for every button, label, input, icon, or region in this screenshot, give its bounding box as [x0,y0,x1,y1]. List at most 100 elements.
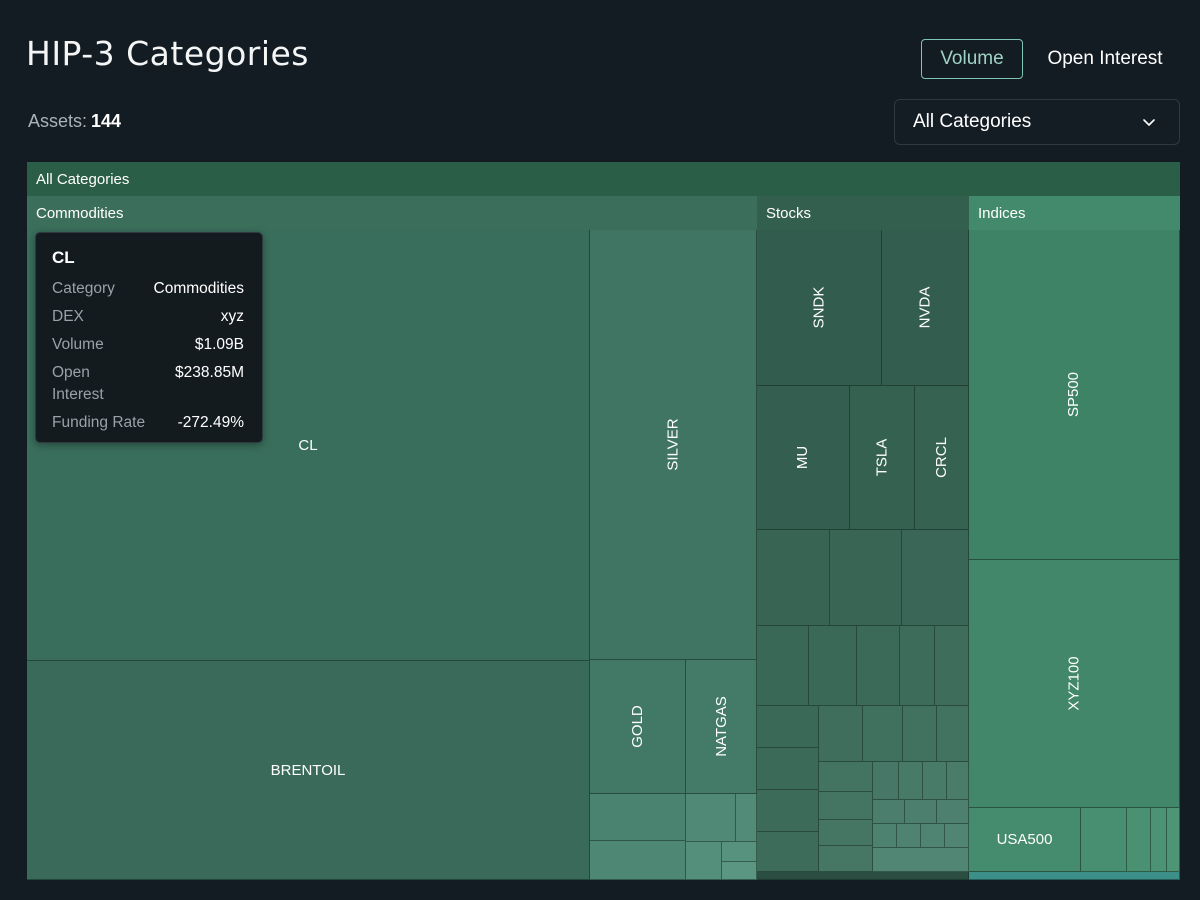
treemap-cell-small[interactable] [873,800,905,824]
category-select[interactable]: All Categories [894,99,1180,145]
treemap-root-header[interactable]: All Categories [27,162,1180,196]
treemap-cell-small[interactable] [921,824,945,848]
cell-label-gold: GOLD [628,705,646,748]
treemap-cell-small[interactable] [819,792,873,820]
cell-label-tsla: TSLA [873,438,891,477]
treemap-cell-small[interactable] [686,842,722,880]
treemap-cell-small[interactable] [935,626,969,706]
treemap-cell-small[interactable] [1151,808,1167,872]
cell-label-sndk: SNDK [810,286,828,329]
treemap-cell-xyz100[interactable]: XYZ100 [969,560,1180,808]
treemap-cell-small[interactable] [722,862,757,880]
cell-label-usa500: USA500 [996,831,1053,848]
treemap-cell-small[interactable] [590,794,686,841]
cell-label-cl: CL [298,436,318,454]
tooltip-value: Commodities [153,280,244,297]
open-interest-toggle-button[interactable]: Open Interest [1047,48,1163,69]
tooltip-value: xyz [220,308,244,325]
tooltip-key: DEX [52,308,84,325]
treemap-cell-small[interactable] [819,820,873,846]
treemap-cell-small[interactable] [1081,808,1127,872]
tooltip-row-funding-rate: Funding Rate -272.49% [52,412,244,434]
tooltip-value: -272.49% [177,414,244,431]
treemap-cell-small[interactable] [937,800,969,824]
cell-tooltip: CL Category Commodities DEX xyz Volume $… [35,232,263,443]
treemap-cell-usa500[interactable]: USA500 [969,808,1081,872]
chevron-down-icon [1143,119,1155,126]
treemap-cell-small[interactable] [969,872,1180,880]
tooltip-key: Funding Rate [52,414,146,431]
treemap-cell-nvda[interactable]: NVDA [882,230,969,386]
assets-value: 144 [91,111,122,131]
treemap-cell-sp500[interactable]: SP500 [969,230,1180,560]
treemap-cell-small[interactable] [686,794,736,842]
treemap-cell-small[interactable] [1167,808,1180,872]
tooltip-row-dex: DEX xyz [52,306,244,328]
treemap-cell-small[interactable] [1127,808,1151,872]
treemap-cell-small[interactable] [857,626,900,706]
treemap-cell-small[interactable] [905,800,937,824]
group-header-commodities[interactable]: Commodities [27,196,757,230]
cell-label-silver: SILVER [664,418,682,471]
treemap-cell-small[interactable] [873,762,899,800]
treemap-cell-small[interactable] [757,626,809,706]
treemap-cell-small[interactable] [830,530,902,626]
group-header-indices[interactable]: Indices [969,196,1180,230]
treemap-cell-small[interactable] [819,846,873,872]
tooltip-row-open-interest: Open Interest $238.85M [52,362,244,406]
tooltip-row-volume: Volume $1.09B [52,334,244,356]
treemap-cell-tsla[interactable]: TSLA [850,386,915,530]
tooltip-key: Open Interest [52,364,104,403]
treemap-cell-silver[interactable]: SILVER [590,230,757,660]
treemap-cell-brentoil[interactable]: BRENTOIL [27,661,590,880]
treemap-cell-small[interactable] [757,790,819,832]
treemap-cell-natgas[interactable]: NATGAS [686,660,757,794]
treemap-cell-small[interactable] [819,762,873,792]
treemap-cell-small[interactable] [899,762,923,800]
treemap-cell-small[interactable] [863,706,903,762]
tooltip-value: $1.09B [194,336,244,353]
treemap-cell-gold[interactable]: GOLD [590,660,686,794]
tooltip-title: CL [52,248,75,267]
category-select-value: All Categories [913,111,1032,132]
treemap-cell-small[interactable] [757,872,969,880]
treemap-cell-small[interactable] [937,706,969,762]
treemap-cell-small[interactable] [757,706,819,748]
treemap-cell-small[interactable] [903,706,937,762]
page-title: HIP-3 Categories [26,34,309,73]
treemap-cell-small[interactable] [947,762,969,800]
treemap-cell-small[interactable] [873,824,897,848]
treemap-cell-small[interactable] [722,842,757,862]
volume-toggle-button[interactable]: Volume [921,39,1023,79]
treemap-cell-small[interactable] [945,824,969,848]
treemap-cell-small[interactable] [590,841,686,880]
cell-label-sp500: SP500 [1065,371,1083,418]
cell-label-crcl: CRCL [933,437,950,478]
cell-label-brentoil: BRENTOIL [270,761,346,779]
treemap-cell-small[interactable] [873,848,969,872]
treemap-cell-small[interactable] [923,762,947,800]
group-header-stocks[interactable]: Stocks [757,196,969,230]
tooltip-row-category: Category Commodities [52,278,244,300]
cell-label-natgas: NATGAS [712,696,730,757]
treemap-cell-small[interactable] [819,706,863,762]
assets-count: Assets: 144 [28,111,121,132]
treemap-cell-small[interactable] [736,794,757,842]
treemap-cell-small[interactable] [757,530,830,626]
tooltip-key: Volume [52,336,104,353]
treemap-cell-small[interactable] [757,832,819,872]
treemap-cell-small[interactable] [897,824,921,848]
cell-label-xyz100: XYZ100 [1065,656,1083,711]
treemap-cell-small[interactable] [809,626,857,706]
treemap-cell-small[interactable] [900,626,935,706]
tooltip-value: $238.85M [175,364,244,381]
treemap-cell-mu[interactable]: MU [757,386,850,530]
cell-label-nvda: NVDA [916,286,934,329]
treemap-cell-small[interactable] [902,530,969,626]
tooltip-key: Category [52,280,115,297]
cell-label-mu: MU [794,445,812,470]
treemap-cell-small[interactable] [757,748,819,790]
assets-label: Assets: [28,111,88,131]
treemap-cell-crcl[interactable]: CRCL [915,386,969,530]
treemap-cell-sndk[interactable]: SNDK [757,230,882,386]
